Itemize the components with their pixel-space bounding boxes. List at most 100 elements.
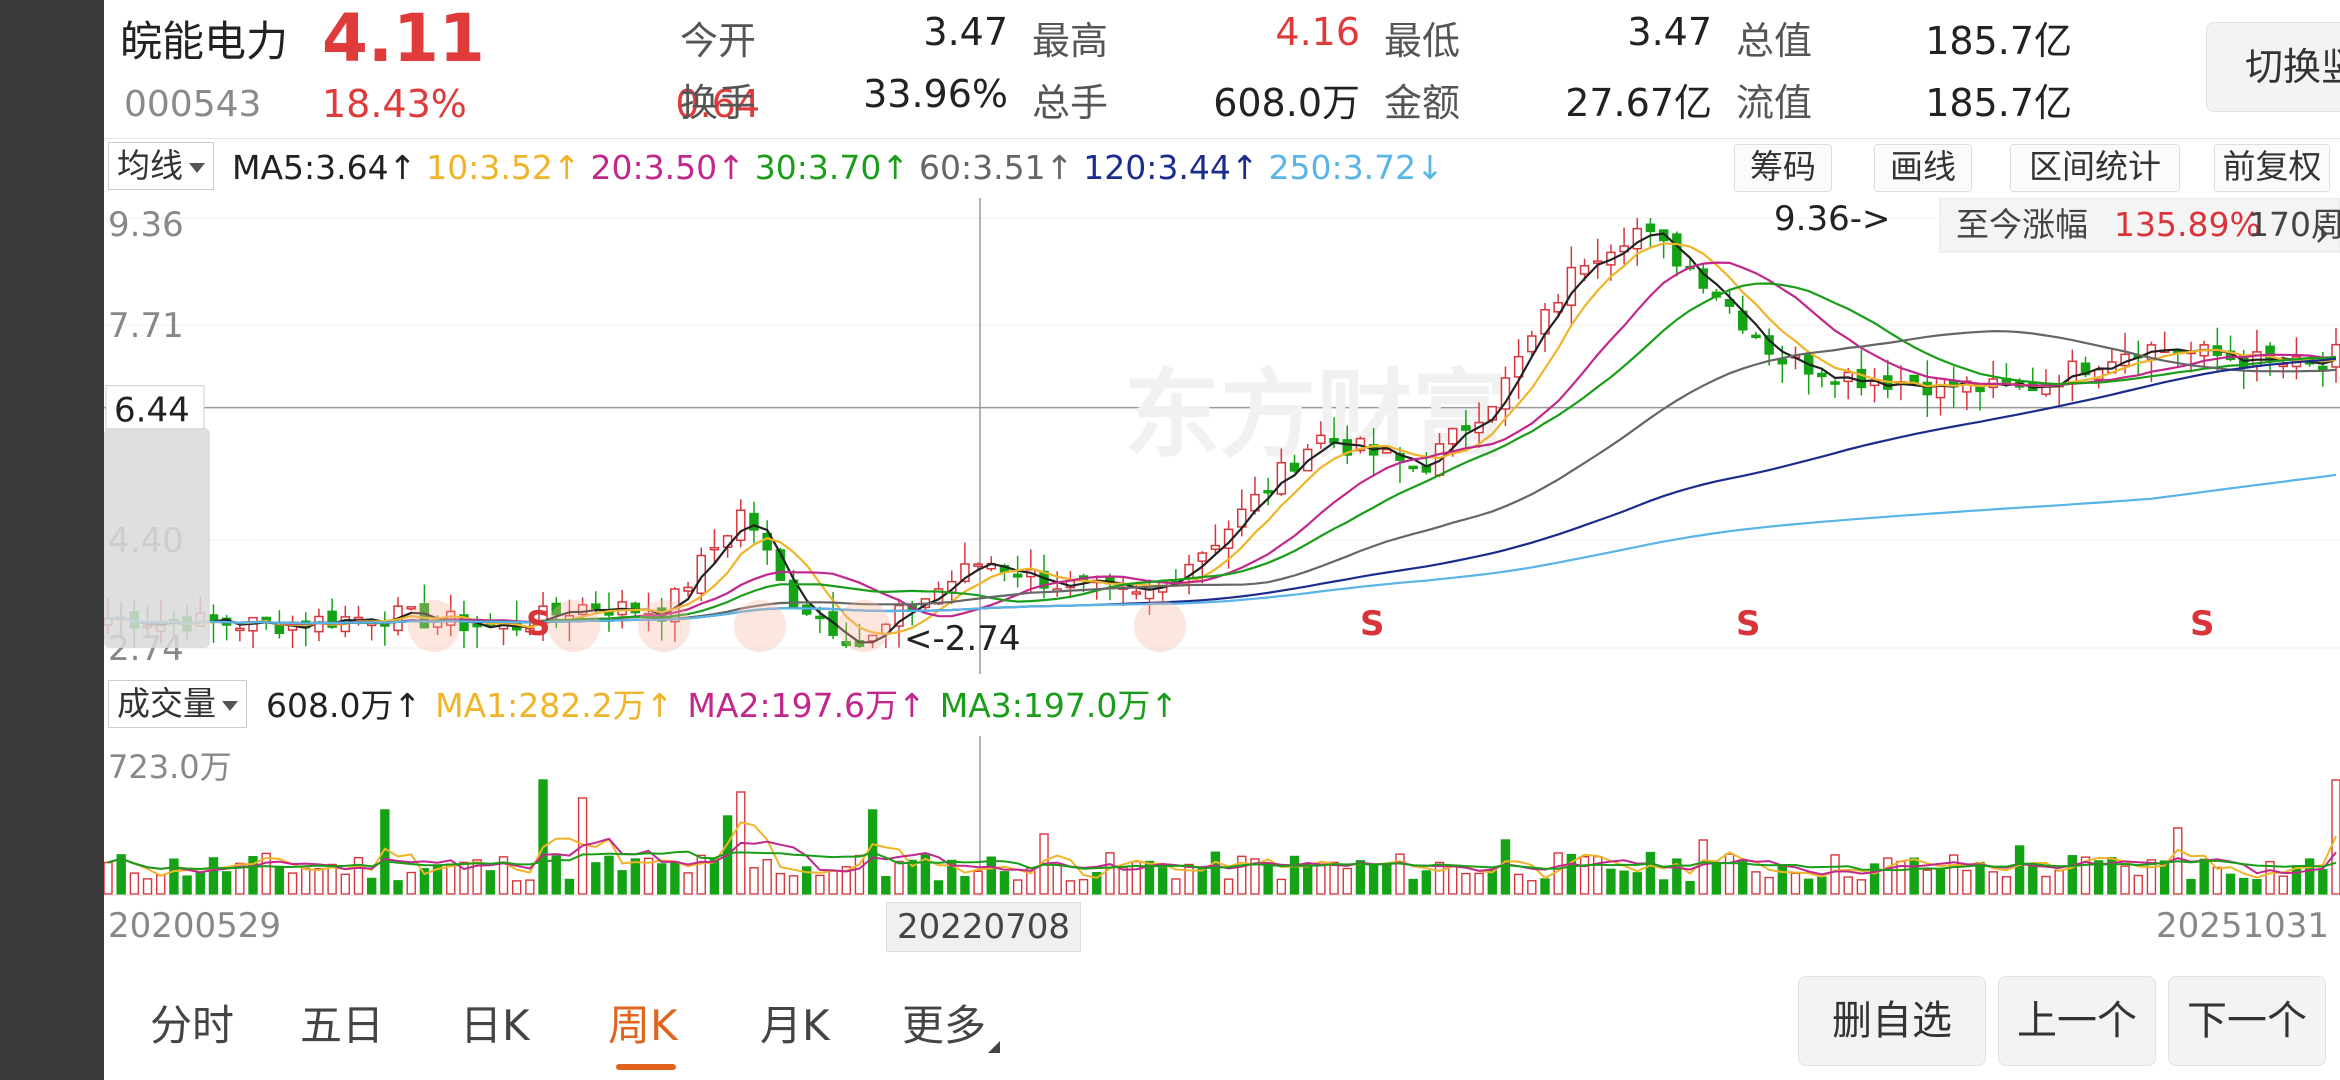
- signal-highlight: [1134, 600, 1186, 652]
- volume-bar: [1118, 866, 1128, 895]
- volume-bar: [973, 870, 983, 895]
- chevron-right-icon: [2317, 225, 2328, 243]
- volume-bar: [947, 859, 957, 895]
- volume-bar: [1237, 855, 1247, 895]
- volume-bar: [1171, 878, 1181, 895]
- volume-bar: [459, 861, 469, 895]
- volume-bar: [1197, 867, 1207, 895]
- volume-bar: [2212, 866, 2223, 895]
- volume-selector-dropdown[interactable]: 成交量: [108, 680, 247, 728]
- period-tab[interactable]: 周K: [608, 1001, 678, 1050]
- volume-bar: [1382, 864, 1392, 895]
- candle-body: [577, 604, 588, 616]
- volume-bar: [815, 874, 825, 895]
- volume-bar: [1606, 868, 1616, 895]
- candle-body: [1289, 462, 1300, 472]
- volume-bar: [287, 872, 298, 895]
- candle-body: [1316, 434, 1326, 444]
- volume-bar: [1632, 872, 1642, 895]
- period-tab[interactable]: 更多: [902, 992, 1001, 1053]
- volume-bar: [1883, 857, 1893, 895]
- volume-bar: [104, 861, 113, 895]
- volume-bar: [1751, 871, 1761, 895]
- switch-portrait-button[interactable]: 切换竖屏: [2206, 22, 2340, 112]
- candle-body: [472, 623, 482, 628]
- price-chart[interactable]: 东方财富9.367.716.444.402.746.449.36-><-2.74…: [104, 198, 2340, 674]
- chart-tool-button[interactable]: 画线: [1874, 144, 1972, 192]
- volume-bar: [881, 875, 891, 895]
- volume-bar: [2067, 855, 2078, 895]
- volume-bar: [683, 872, 693, 895]
- volume-bar: [1540, 878, 1550, 895]
- volume-bar: [2159, 860, 2170, 895]
- stat-value: 3.47: [1627, 10, 1712, 54]
- volume-bar: [366, 877, 377, 895]
- candle-body: [841, 640, 852, 647]
- crosshair-value: 6.44: [114, 391, 190, 431]
- cursor-date: 20220708: [886, 902, 1082, 952]
- candle-body: [1144, 588, 1155, 600]
- volume-bar: [1711, 862, 1722, 895]
- since-change-period: 170周期: [2248, 205, 2340, 244]
- volume-bar: [1329, 861, 1339, 895]
- period-tab[interactable]: 月K: [760, 1001, 830, 1050]
- bottom-action-button[interactable]: 删自选: [1798, 976, 1986, 1066]
- period-tab[interactable]: 日K: [460, 1001, 530, 1050]
- volume-max-label: 723.0万: [108, 748, 232, 786]
- stat-label: 换手: [680, 81, 757, 125]
- stat-value: 185.7亿: [1925, 81, 2072, 125]
- chart-tool-button[interactable]: 区间统计: [2010, 144, 2180, 192]
- candle-body: [327, 610, 337, 628]
- candle-body: [1197, 552, 1207, 562]
- stat-label: 总手: [1032, 81, 1109, 125]
- volume-ma-value: 608.0万↑: [266, 686, 422, 725]
- volume-bar: [999, 871, 1010, 895]
- since-change-box: [1939, 198, 2340, 253]
- volume-bar: [749, 867, 759, 895]
- candle-body: [380, 623, 390, 627]
- volume-bar: [1223, 878, 1234, 895]
- candle-body: [1566, 266, 1577, 306]
- chart-tool-button[interactable]: 筹码: [1734, 144, 1832, 192]
- ma-selector-dropdown[interactable]: 均线: [108, 142, 214, 190]
- volume-bar: [1817, 876, 1827, 895]
- volume-bar: [1619, 870, 1629, 895]
- volume-bar: [1092, 872, 1102, 895]
- volume-bar: [933, 880, 944, 895]
- candle-body: [1817, 372, 1827, 378]
- bottom-action-button[interactable]: 下一个: [2168, 976, 2326, 1066]
- volume-bar: [2304, 858, 2315, 895]
- volume-bar: [564, 878, 575, 895]
- volume-ma-line: [107, 850, 2337, 872]
- candle-body: [208, 614, 219, 622]
- start-date: 20200529: [108, 906, 282, 946]
- period-tab[interactable]: 五日: [300, 1001, 385, 1050]
- volume-bar: [525, 879, 535, 895]
- volume-bar: [485, 870, 496, 895]
- chart-tool-button[interactable]: 前复权: [2214, 144, 2330, 192]
- candle-body: [762, 532, 772, 551]
- volume-bar: [630, 858, 641, 895]
- volume-bar: [195, 871, 205, 895]
- volume-bar: [2093, 860, 2104, 895]
- volume-bar: [670, 861, 680, 895]
- volume-bar: [314, 867, 324, 895]
- candle-body: [1408, 465, 1418, 470]
- candle-body: [551, 602, 561, 616]
- candle-body: [630, 602, 641, 614]
- bottom-action-button[interactable]: 上一个: [1998, 976, 2156, 1066]
- volume-bar: [1685, 880, 1695, 895]
- active-tab-indicator: [616, 1064, 676, 1070]
- volume-chart[interactable]: 723.0万: [104, 736, 2340, 896]
- candle-body: [1856, 368, 1867, 389]
- volume-ma-value: MA2:197.6万↑: [687, 686, 926, 725]
- volume-bar: [1316, 864, 1326, 895]
- candle-body: [1830, 381, 1840, 385]
- volume-bar: [2252, 879, 2262, 895]
- volume-bar: [1988, 871, 1998, 895]
- candle-body: [894, 604, 904, 627]
- volume-bar: [1645, 851, 1656, 895]
- period-tab[interactable]: 分时: [150, 1001, 235, 1050]
- volume-bar: [2278, 875, 2288, 895]
- volume-bar: [182, 875, 192, 895]
